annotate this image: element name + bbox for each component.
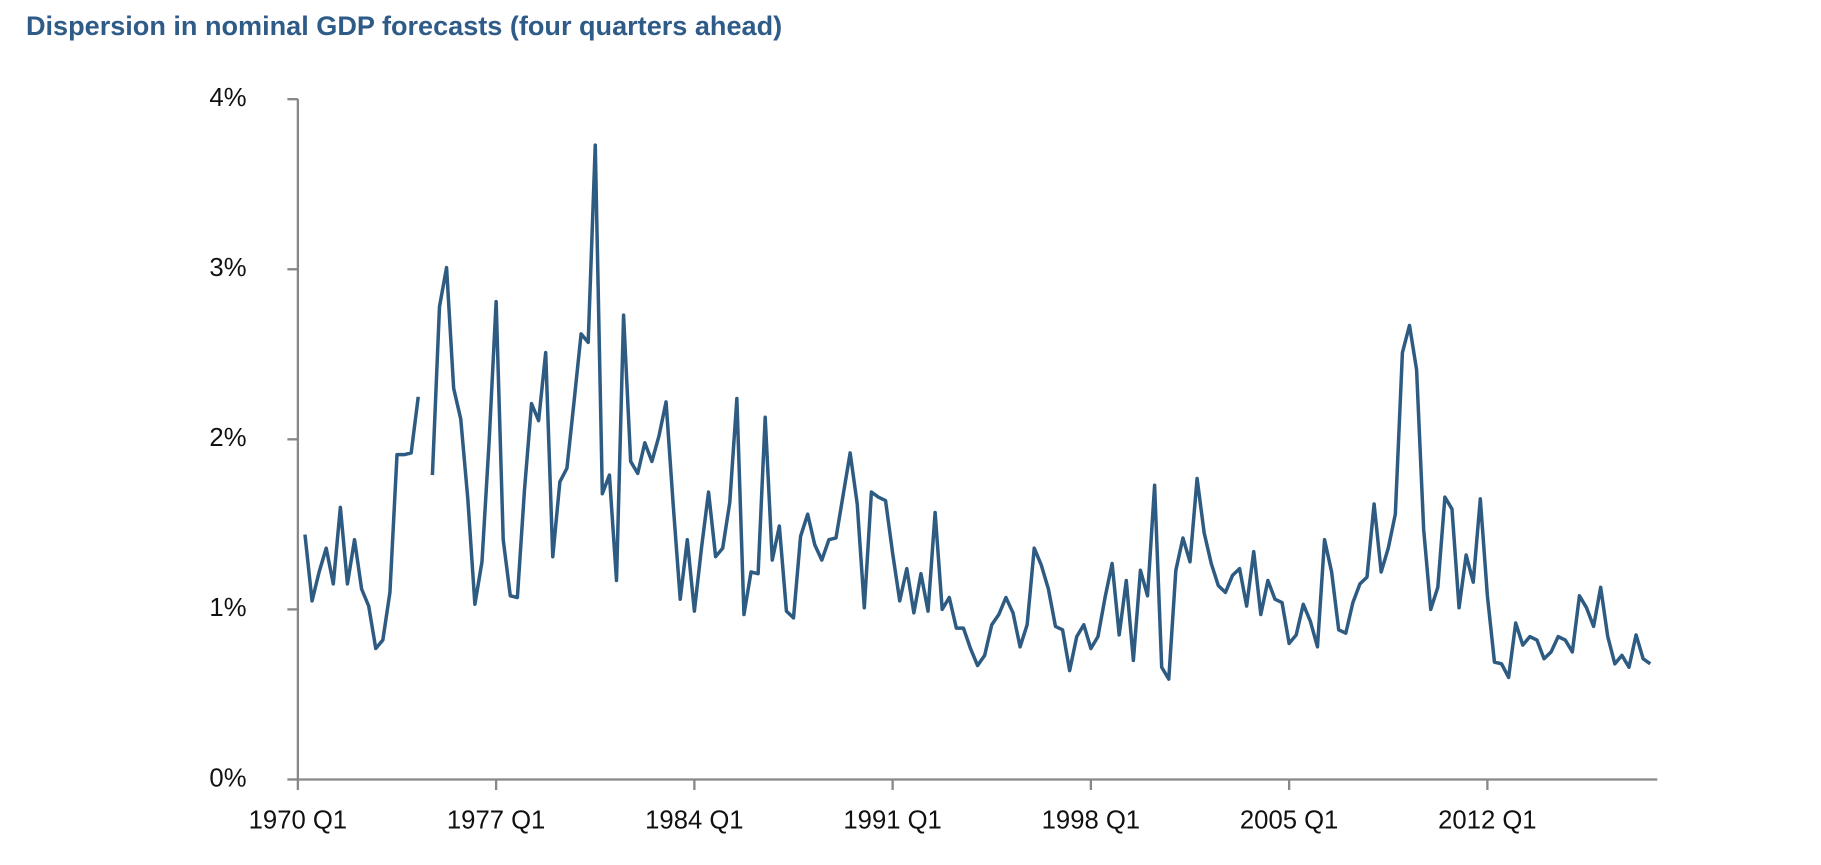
y-tick-label: 4% (209, 84, 246, 112)
data-line (303, 143, 1652, 681)
x-tick-label: 1984 Q1 (645, 806, 743, 834)
y-tick-label: 3% (209, 254, 246, 282)
x-tick-label: 2012 Q1 (1438, 806, 1536, 834)
y-tick-label: 1% (209, 594, 246, 622)
y-tick-label: 2% (209, 424, 246, 452)
y-tick-label: 0% (209, 764, 246, 792)
x-tick-label: 1991 Q1 (843, 806, 941, 834)
x-tick-label: 1998 Q1 (1042, 806, 1140, 834)
chart-title: Dispersion in nominal GDP forecasts (fou… (26, 11, 782, 41)
x-tick-label: 1970 Q1 (249, 806, 347, 834)
x-tick-label: 2005 Q1 (1240, 806, 1338, 834)
x-tick-label: 1977 Q1 (447, 806, 545, 834)
